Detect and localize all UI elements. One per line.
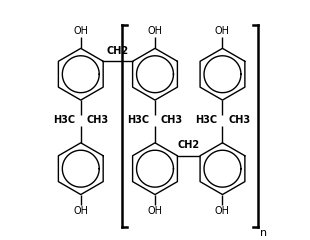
Text: CH2: CH2: [178, 140, 200, 150]
Text: H3C: H3C: [195, 115, 217, 125]
Text: OH: OH: [148, 26, 162, 36]
Text: OH: OH: [215, 26, 230, 36]
Text: CH3: CH3: [161, 115, 183, 125]
Text: OH: OH: [215, 206, 230, 216]
Text: n: n: [260, 228, 267, 238]
Text: OH: OH: [73, 26, 88, 36]
Text: OH: OH: [148, 206, 162, 216]
Text: CH3: CH3: [86, 115, 108, 125]
Text: OH: OH: [73, 206, 88, 216]
Text: H3C: H3C: [127, 115, 149, 125]
Text: CH3: CH3: [228, 115, 250, 125]
Text: H3C: H3C: [53, 115, 75, 125]
Text: CH2: CH2: [107, 46, 129, 56]
